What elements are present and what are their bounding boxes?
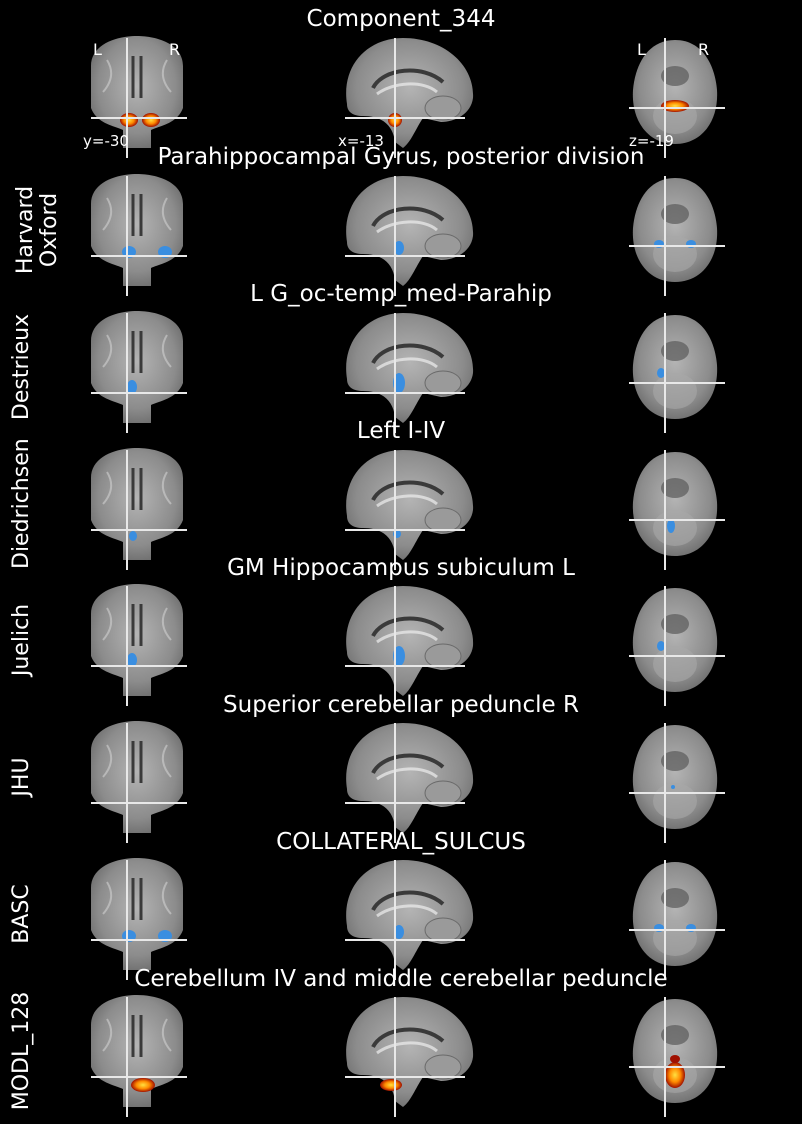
- sagittal-slice: [346, 860, 474, 970]
- crosshair: [345, 38, 465, 158]
- coronal-slice: [91, 174, 183, 286]
- region-title: COLLATERAL_SULCUS: [276, 829, 526, 855]
- activation-overlay: [394, 241, 404, 255]
- coord-sagittal: x=-13: [338, 132, 384, 150]
- activation-overlay: [394, 925, 404, 939]
- crosshair: [345, 450, 465, 570]
- activation-overlay: [131, 1078, 155, 1092]
- region-title: Left I-IV: [356, 418, 446, 444]
- coronal-slice: [91, 995, 183, 1107]
- crosshair: [629, 723, 725, 843]
- crosshair: [629, 176, 725, 296]
- coronal-slice: [91, 311, 183, 423]
- activation-overlay: [671, 785, 675, 789]
- atlas-row: [91, 448, 725, 570]
- coronal-slice: [91, 584, 183, 696]
- axial-slice: [632, 452, 718, 556]
- atlas-label: MODL_128: [9, 991, 34, 1111]
- atlas-label: Harvard Oxford: [13, 185, 62, 275]
- crosshair: [91, 176, 187, 296]
- activation-overlay: [657, 368, 665, 378]
- atlas-row: [91, 858, 725, 980]
- atlas-label: Juelich: [9, 603, 34, 677]
- sagittal-slice: [346, 176, 474, 286]
- axial-slice: [632, 862, 718, 966]
- atlas-row: [91, 174, 725, 296]
- activation-overlay: [665, 1055, 685, 1088]
- sagittal-slice: [346, 723, 474, 833]
- activation-overlay: [380, 1079, 402, 1091]
- activation-overlay: [129, 531, 137, 541]
- crosshair: [91, 723, 187, 843]
- crosshair: [345, 723, 465, 843]
- crosshair: [629, 38, 725, 158]
- figure-title: Component_344: [306, 6, 496, 32]
- region-title: Superior cerebellar peduncle R: [223, 692, 579, 718]
- crosshair: [91, 450, 187, 570]
- crosshair: [345, 860, 465, 980]
- crosshair: [91, 313, 187, 433]
- axial-slice: [632, 588, 718, 692]
- region-title: Cerebellum IV and middle cerebellar pedu…: [134, 966, 668, 992]
- axial-slice: [632, 178, 718, 282]
- right-label: R: [169, 40, 181, 59]
- coord-coronal: y=-30: [83, 132, 129, 150]
- crosshair: [629, 997, 725, 1117]
- coronal-slice: [91, 858, 183, 970]
- coord-axial: z=-19: [629, 132, 674, 150]
- left-label: L: [93, 40, 102, 59]
- crosshair: [629, 586, 725, 706]
- activation-overlay: [120, 113, 160, 127]
- crosshair: [345, 997, 465, 1117]
- sagittal-slice: [346, 313, 474, 423]
- crosshair: [629, 313, 725, 433]
- atlas-label: JHU: [9, 757, 34, 797]
- region-title: L G_oc-temp_med-Parahip: [250, 281, 552, 307]
- crosshair: [91, 860, 187, 980]
- sagittal-slice: [346, 38, 474, 148]
- atlas-row: [91, 995, 725, 1117]
- crosshair: [345, 176, 465, 296]
- activation-overlay: [667, 519, 675, 533]
- right-label: R: [698, 40, 710, 59]
- crosshair: [91, 997, 187, 1117]
- atlas-row: [91, 311, 725, 433]
- crosshair: [91, 586, 187, 706]
- coronal-slice: [91, 448, 183, 560]
- activation-overlay: [127, 653, 137, 667]
- activation-overlay: [657, 641, 665, 651]
- atlas-row: [91, 584, 725, 706]
- region-title: GM Hippocampus subiculum L: [227, 555, 575, 581]
- crosshair: [629, 860, 725, 980]
- crosshair: [345, 313, 465, 433]
- atlas-row: [91, 721, 725, 843]
- crosshair: [629, 450, 725, 570]
- coronal-slice: [91, 721, 183, 833]
- sagittal-slice: [346, 586, 474, 696]
- left-label: L: [637, 40, 646, 59]
- atlas-label: Destrieux: [9, 313, 34, 421]
- crosshair: [91, 38, 187, 158]
- axial-slice: [632, 315, 718, 419]
- region-title: Parahippocampal Gyrus, posterior divisio…: [157, 144, 645, 170]
- atlas-row: [91, 36, 725, 158]
- atlas-label: Diedrichsen: [9, 438, 34, 569]
- activation-overlay: [127, 380, 137, 394]
- axial-slice: [632, 725, 718, 829]
- sagittal-slice: [346, 997, 474, 1107]
- sagittal-slice: [346, 450, 474, 560]
- crosshair: [345, 586, 465, 706]
- atlas-label: BASC: [9, 884, 34, 944]
